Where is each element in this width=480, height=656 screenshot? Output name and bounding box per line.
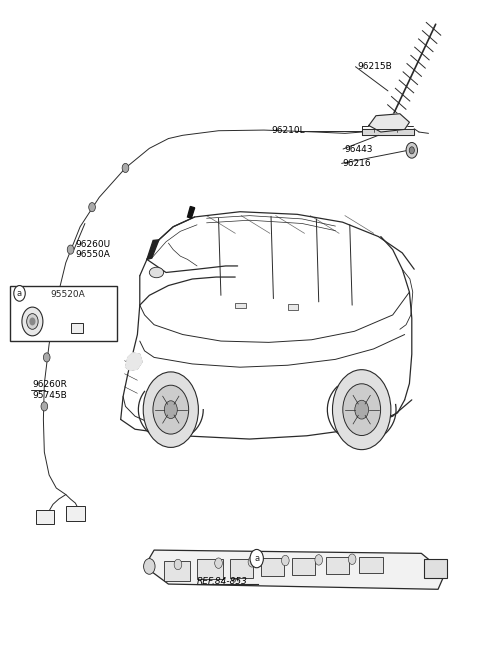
Bar xyxy=(71,323,83,333)
Text: a: a xyxy=(254,554,259,563)
Circle shape xyxy=(248,557,256,567)
Text: 96550A: 96550A xyxy=(75,251,110,259)
Circle shape xyxy=(348,554,356,564)
Circle shape xyxy=(22,307,43,336)
Circle shape xyxy=(153,385,189,434)
Circle shape xyxy=(174,560,182,569)
Bar xyxy=(326,557,349,573)
Text: 96210L: 96210L xyxy=(271,126,305,135)
Ellipse shape xyxy=(149,267,164,277)
Bar xyxy=(292,558,315,575)
Bar xyxy=(288,304,298,310)
Text: 96216: 96216 xyxy=(343,159,371,168)
Text: 96443: 96443 xyxy=(344,144,372,154)
Circle shape xyxy=(41,402,48,411)
Circle shape xyxy=(250,550,264,567)
Circle shape xyxy=(144,559,155,574)
Polygon shape xyxy=(369,113,409,132)
Text: 95745B: 95745B xyxy=(33,391,67,400)
Circle shape xyxy=(333,370,391,449)
Circle shape xyxy=(409,147,414,154)
Text: 96215B: 96215B xyxy=(357,62,392,72)
Circle shape xyxy=(281,556,289,565)
Circle shape xyxy=(67,245,74,254)
Text: a: a xyxy=(17,289,22,298)
Circle shape xyxy=(406,142,418,158)
Circle shape xyxy=(43,353,50,362)
Circle shape xyxy=(30,318,35,325)
Circle shape xyxy=(27,314,38,329)
Bar xyxy=(36,510,54,524)
Text: 96260R: 96260R xyxy=(33,380,67,389)
Circle shape xyxy=(164,401,177,419)
Bar xyxy=(10,285,117,341)
Circle shape xyxy=(14,285,25,301)
Text: 95520A: 95520A xyxy=(51,289,85,298)
Bar xyxy=(164,560,190,581)
Polygon shape xyxy=(188,207,195,218)
Circle shape xyxy=(89,203,96,212)
Bar xyxy=(424,560,446,577)
Bar xyxy=(230,560,253,577)
Circle shape xyxy=(143,372,198,447)
Circle shape xyxy=(355,400,369,419)
Text: 96260U: 96260U xyxy=(75,240,110,249)
Polygon shape xyxy=(125,353,142,371)
Bar xyxy=(262,558,284,576)
Bar xyxy=(360,557,383,573)
Polygon shape xyxy=(147,240,159,259)
Circle shape xyxy=(122,163,129,173)
Circle shape xyxy=(343,384,381,436)
Polygon shape xyxy=(362,129,414,135)
Bar xyxy=(197,560,223,579)
Bar xyxy=(66,506,85,521)
Circle shape xyxy=(50,300,57,310)
Circle shape xyxy=(215,558,222,568)
Text: REF.84-853: REF.84-853 xyxy=(197,577,248,586)
Circle shape xyxy=(315,555,323,565)
Bar xyxy=(235,303,246,308)
Polygon shape xyxy=(144,550,445,589)
